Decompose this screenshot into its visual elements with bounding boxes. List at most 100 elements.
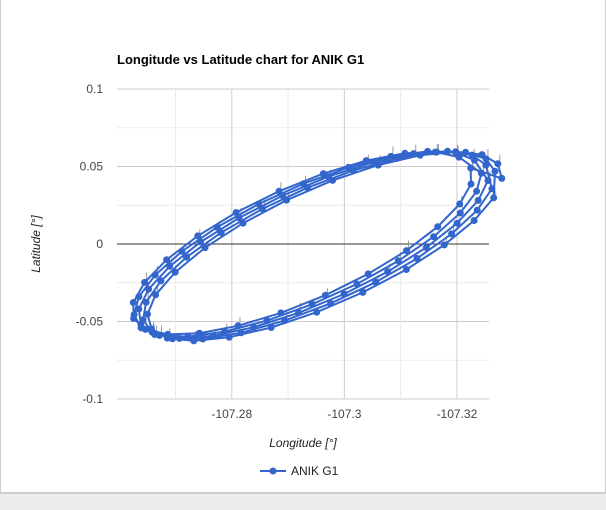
data-point[interactable] [362, 157, 370, 165]
data-point[interactable] [178, 247, 186, 255]
data-point[interactable] [468, 151, 476, 159]
data-point[interactable] [453, 219, 461, 227]
data-point[interactable] [387, 152, 395, 160]
data-point[interactable] [184, 333, 192, 341]
data-point[interactable] [484, 177, 492, 184]
data-point[interactable] [213, 223, 221, 231]
data-point[interactable] [364, 270, 372, 278]
data-point[interactable] [321, 291, 329, 299]
data-point[interactable] [394, 257, 402, 265]
data-point[interactable] [372, 278, 380, 286]
data-point[interactable] [340, 290, 348, 298]
data-point[interactable] [434, 223, 442, 231]
data-point[interactable] [402, 266, 410, 273]
data-point[interactable] [308, 300, 316, 308]
data-point[interactable] [250, 323, 258, 331]
data-point[interactable] [410, 150, 418, 158]
data-point[interactable] [353, 280, 361, 288]
data-point[interactable] [283, 196, 290, 204]
data-point[interactable] [488, 185, 496, 193]
data-point[interactable] [456, 200, 464, 208]
data-point[interactable] [416, 151, 424, 159]
data-point[interactable] [195, 329, 203, 337]
data-point[interactable] [199, 335, 207, 343]
data-point[interactable] [478, 151, 486, 159]
data-point[interactable] [152, 291, 160, 299]
data-point[interactable] [281, 317, 289, 325]
data-point[interactable] [145, 285, 153, 293]
data-point[interactable] [422, 244, 430, 251]
data-point[interactable] [403, 247, 410, 255]
data-point[interactable] [467, 164, 475, 172]
data-point[interactable] [277, 309, 285, 317]
data-point[interactable] [144, 310, 151, 318]
data-point[interactable] [448, 230, 456, 238]
data-point[interactable] [413, 255, 421, 262]
data-point[interactable] [157, 277, 165, 285]
data-point[interactable] [263, 317, 271, 325]
data-point[interactable] [473, 206, 481, 214]
data-point[interactable] [470, 217, 478, 224]
data-point[interactable] [474, 196, 482, 204]
data-point[interactable] [135, 305, 143, 313]
data-point[interactable] [139, 316, 147, 324]
data-point[interactable] [359, 288, 367, 296]
data-point[interactable] [255, 200, 263, 208]
data-point[interactable] [209, 332, 217, 340]
data-point[interactable] [401, 149, 409, 157]
data-point[interactable] [491, 167, 499, 175]
data-point[interactable] [190, 337, 198, 345]
data-point[interactable] [237, 329, 245, 337]
data-point[interactable] [267, 324, 275, 331]
data-point[interactable] [467, 180, 475, 188]
data-point[interactable] [313, 308, 321, 316]
data-point[interactable] [430, 233, 438, 241]
data-point[interactable] [171, 268, 179, 276]
data-point[interactable] [498, 174, 506, 182]
data-point[interactable] [232, 209, 240, 216]
data-point[interactable] [183, 253, 190, 261]
legend-label[interactable]: ANIK G1 [291, 464, 339, 478]
data-point[interactable] [201, 244, 209, 252]
data-point[interactable] [148, 325, 155, 333]
data-point[interactable] [369, 158, 377, 166]
data-point[interactable] [221, 328, 229, 336]
data-point[interactable] [327, 299, 335, 307]
data-point[interactable] [235, 214, 243, 222]
data-point[interactable] [304, 184, 311, 192]
data-point[interactable] [477, 169, 485, 177]
data-point[interactable] [482, 161, 490, 169]
data-point[interactable] [163, 256, 171, 264]
data-point[interactable] [129, 299, 137, 306]
data-point[interactable] [490, 194, 498, 202]
data-point[interactable] [294, 309, 302, 317]
data-point[interactable] [329, 176, 337, 184]
data-point[interactable] [440, 241, 448, 249]
data-point[interactable] [197, 238, 205, 246]
data-point[interactable] [456, 209, 464, 217]
data-point[interactable] [374, 161, 382, 169]
data-point[interactable] [194, 232, 202, 240]
data-point[interactable] [130, 311, 138, 319]
data-point[interactable] [384, 268, 392, 276]
data-point[interactable] [258, 205, 266, 213]
data-point[interactable] [424, 147, 432, 155]
data-point[interactable] [142, 298, 150, 306]
data-point[interactable] [135, 293, 143, 301]
legend[interactable]: ANIK G1 [260, 464, 339, 478]
data-point[interactable] [462, 148, 470, 156]
data-point[interactable] [239, 219, 247, 227]
data-point[interactable] [473, 187, 481, 195]
data-point[interactable] [279, 192, 287, 200]
data-point[interactable] [151, 271, 159, 279]
data-point[interactable] [444, 147, 451, 155]
data-point[interactable] [349, 167, 357, 174]
data-point[interactable] [166, 262, 174, 270]
data-point[interactable] [494, 160, 502, 168]
data-point[interactable] [141, 278, 149, 286]
data-point[interactable] [234, 322, 242, 330]
data-point[interactable] [175, 334, 183, 342]
data-point[interactable] [452, 148, 459, 156]
data-point[interactable] [393, 154, 401, 162]
data-point[interactable] [169, 335, 176, 343]
